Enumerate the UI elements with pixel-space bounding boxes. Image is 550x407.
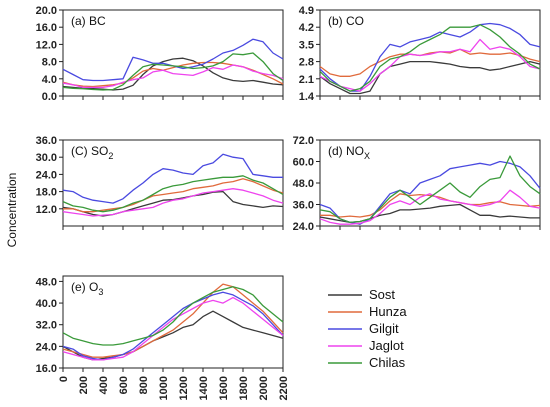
y-tick-label: 72.0 — [293, 135, 314, 147]
series-line-jaglot — [62, 64, 284, 89]
y-tick-label: 48.0 — [293, 178, 314, 190]
series-line-gilgit — [62, 38, 284, 82]
series-line-sost — [319, 203, 540, 224]
legend: Sost Hunza Gilgit Jaglot Chilas — [328, 287, 407, 370]
y-tick-label: 18.0 — [36, 187, 57, 199]
legend-label-hunza: Hunza — [369, 304, 407, 319]
y-tick-label: 3.5 — [299, 39, 314, 51]
x-tick-label: 600 — [118, 376, 130, 394]
y-tick-label: 16.0 — [36, 22, 57, 34]
y-tick-label: 1.4 — [299, 91, 315, 103]
series-line-chilas — [319, 155, 541, 224]
y-tick-label: 24.0 — [36, 341, 57, 353]
y-tick-label: 20.0 — [36, 5, 57, 17]
x-tick-label: 1200 — [178, 376, 190, 400]
x-tick-label: 1400 — [198, 376, 210, 400]
y-tick-label: 60.0 — [293, 157, 314, 169]
series-line-chilas — [62, 175, 284, 213]
series-line-jaglot — [62, 188, 284, 217]
series-line-chilas — [62, 52, 284, 91]
y-tick-label: 36.0 — [36, 135, 57, 147]
x-tick-label: 400 — [98, 376, 110, 394]
series-line-jaglot — [319, 38, 541, 92]
legend-label-sost: Sost — [369, 287, 395, 302]
series-line-chilas — [62, 286, 284, 346]
panel-2: 12.0 18.0 24.0 30.0 36.0 (C) SO2 — [36, 135, 284, 230]
legend-label-gilgit: Gilgit — [369, 321, 399, 336]
legend-label-chilas: Chilas — [369, 355, 406, 370]
series-line-hunza — [320, 193, 541, 218]
series-line-sost — [62, 190, 284, 217]
x-tick-label: 0 — [58, 376, 70, 382]
y-tick-label: 4.9 — [299, 5, 314, 17]
series-line-hunza — [63, 178, 284, 213]
series-line-sost — [62, 310, 284, 361]
panel-0: 0.0 4.0 8.0 12.0 16.0 20.0 (a) BC — [36, 5, 284, 103]
panel-title: (C) SO2 — [71, 144, 113, 161]
panel-4: 16.0 24.0 32.0 40.0 48.0 0 200 400 600 800 1000 120… — [36, 275, 290, 400]
y-tick-label: 16.0 — [36, 363, 57, 375]
panel-title: (d) NOX — [328, 144, 370, 161]
x-tick-label: 1800 — [238, 376, 250, 400]
series-line-gilgit — [319, 22, 541, 92]
panel-title: (b) CO — [328, 14, 364, 28]
y-tick-label: 40.0 — [36, 298, 57, 310]
y-tick-label: 12.0 — [36, 39, 57, 51]
y-tick-label: 24.0 — [36, 169, 57, 181]
y-tick-label: 2.8 — [299, 57, 314, 69]
y-tick-label: 4.2 — [299, 22, 314, 34]
legend-label-jaglot: Jaglot — [369, 338, 404, 353]
series-line-hunza — [62, 283, 284, 358]
x-tick-label: 2000 — [258, 376, 270, 400]
plot-frame — [62, 9, 284, 97]
y-tick-label: 12.0 — [36, 204, 57, 216]
series-line-gilgit — [62, 153, 283, 204]
series-line-jaglot — [62, 296, 284, 361]
series-line-chilas — [319, 24, 541, 92]
panel-title: (a) BC — [71, 14, 106, 28]
x-tick-label: 1600 — [218, 376, 230, 400]
y-tick-label: 36.0 — [293, 200, 314, 212]
plot-frame — [62, 139, 284, 227]
y-tick-label: 24.0 — [293, 221, 314, 233]
y-tick-label: 2.1 — [299, 74, 314, 86]
y-tick-label: 4.0 — [42, 74, 57, 86]
series-line-hunza — [319, 48, 541, 77]
y-tick-label: 32.0 — [36, 320, 57, 332]
plot-frame — [319, 9, 541, 97]
series-line-jaglot — [319, 189, 541, 225]
x-tick-label: 2200 — [278, 376, 290, 400]
series-line-sost — [319, 60, 541, 95]
series-line-gilgit — [62, 291, 284, 361]
x-tick-label: 200 — [78, 376, 90, 394]
y-tick-label: 0.0 — [42, 91, 57, 103]
y-tick-label: 30.0 — [36, 152, 57, 164]
y-axis-label: Concentration — [5, 173, 19, 248]
x-tick-label: 1000 — [158, 376, 170, 400]
panel-1: 1.4 2.1 2.8 3.5 4.2 4.9 (b) CO — [299, 5, 541, 103]
y-tick-label: 8.0 — [42, 57, 57, 69]
x-tick-label: 800 — [138, 376, 150, 394]
panel-3: 24.0 36.0 48.0 60.0 72.0 (d) NOX — [293, 135, 541, 233]
series-line-sost — [62, 57, 284, 91]
y-tick-label: 48.0 — [36, 276, 57, 288]
panel-title: (e) O3 — [71, 280, 103, 297]
